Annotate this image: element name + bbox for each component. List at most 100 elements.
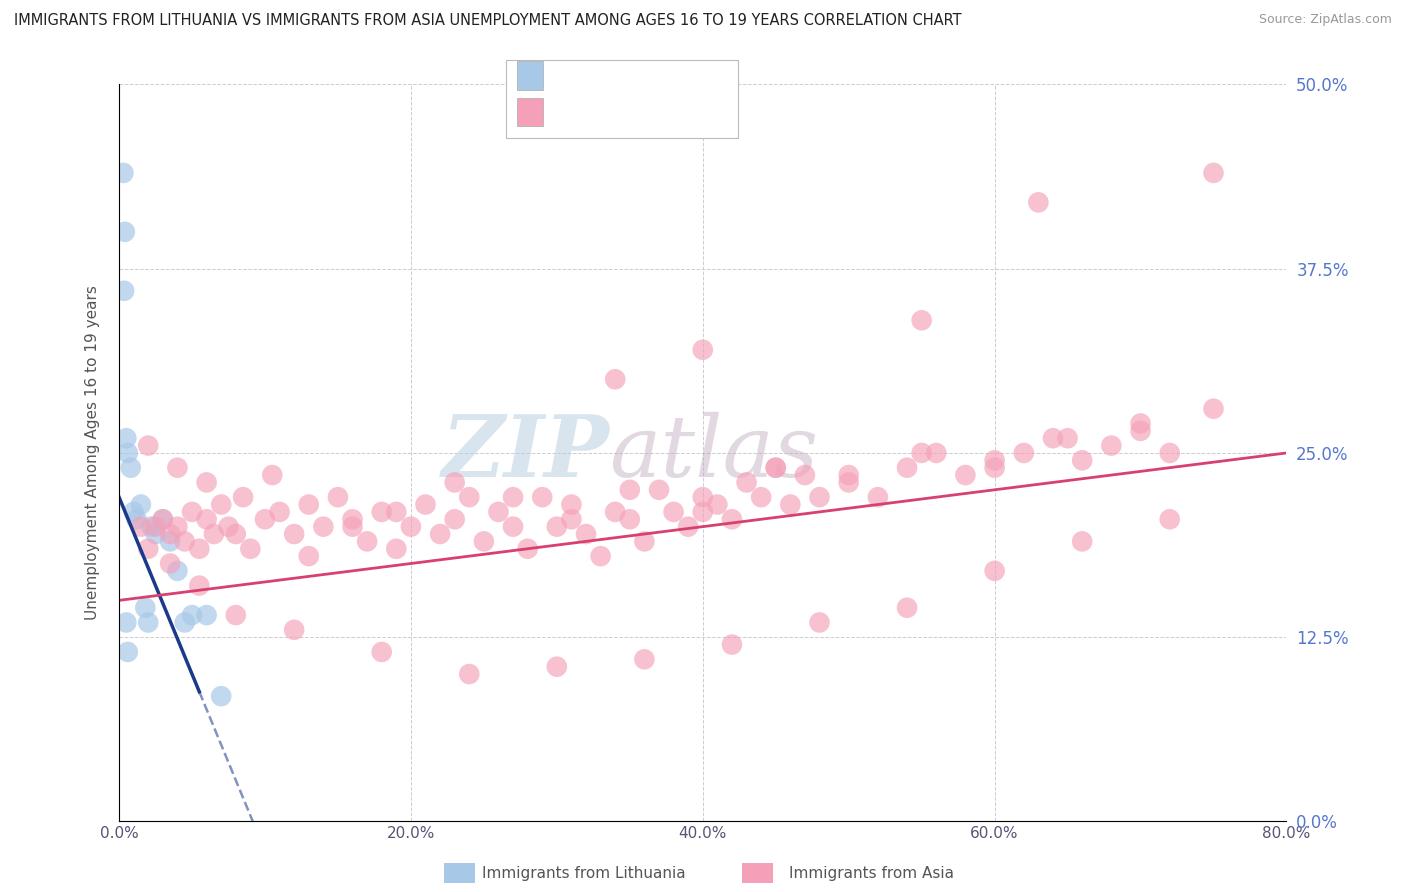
Point <box>546 519 568 533</box>
Point <box>115 615 138 630</box>
Point <box>232 490 254 504</box>
Point <box>779 498 801 512</box>
Text: R = -0.317   N =   22: R = -0.317 N = 22 <box>553 68 735 83</box>
Point <box>129 498 152 512</box>
Point <box>136 439 159 453</box>
Point <box>793 468 815 483</box>
Point <box>633 652 655 666</box>
Point <box>502 490 524 504</box>
Point <box>112 284 135 298</box>
Point <box>159 534 181 549</box>
Point <box>619 483 641 497</box>
Point <box>166 564 188 578</box>
Y-axis label: Unemployment Among Ages 16 to 19 years: Unemployment Among Ages 16 to 19 years <box>86 285 100 621</box>
Point <box>1099 439 1122 453</box>
Point <box>120 460 142 475</box>
Point <box>1071 534 1094 549</box>
Point <box>152 512 174 526</box>
Text: atlas: atlas <box>609 411 818 494</box>
Point <box>838 475 860 490</box>
Point <box>1071 453 1094 467</box>
Point <box>152 512 174 526</box>
Point <box>648 483 671 497</box>
Point <box>1159 512 1181 526</box>
Point <box>560 498 582 512</box>
Point <box>195 512 218 526</box>
Point <box>326 490 349 504</box>
Point <box>838 468 860 483</box>
Point <box>225 608 247 623</box>
Point <box>356 534 378 549</box>
Point <box>166 519 188 533</box>
Point <box>188 541 211 556</box>
Point <box>605 372 627 386</box>
Point <box>134 600 156 615</box>
Point <box>415 498 437 512</box>
Text: Immigrants from Lithuania: Immigrants from Lithuania <box>482 866 685 881</box>
Point <box>735 475 758 490</box>
Point <box>159 527 181 541</box>
Point <box>955 468 977 483</box>
Point <box>575 527 598 541</box>
Point <box>298 498 321 512</box>
Point <box>1042 431 1064 445</box>
Point <box>385 505 408 519</box>
Point <box>896 600 918 615</box>
Point <box>283 527 305 541</box>
Point <box>896 460 918 475</box>
Point <box>983 453 1005 467</box>
Point <box>342 512 364 526</box>
Point <box>385 541 408 556</box>
Point <box>808 490 831 504</box>
Point <box>1012 446 1035 460</box>
Point <box>145 519 167 533</box>
Point <box>370 645 392 659</box>
Point <box>112 166 135 180</box>
Point <box>312 519 335 533</box>
Text: Immigrants from Asia: Immigrants from Asia <box>789 866 955 881</box>
Point <box>605 505 627 519</box>
Point <box>765 460 787 475</box>
Point <box>692 505 714 519</box>
Point <box>560 512 582 526</box>
Point <box>115 431 138 445</box>
Point <box>218 519 240 533</box>
Point <box>721 638 744 652</box>
Point <box>808 615 831 630</box>
Point <box>692 343 714 357</box>
Point <box>195 608 218 623</box>
Point <box>370 505 392 519</box>
Point <box>925 446 948 460</box>
Point <box>136 615 159 630</box>
Point <box>117 645 139 659</box>
Point <box>911 313 934 327</box>
Point <box>262 468 284 483</box>
Point <box>488 505 510 519</box>
Point <box>1129 424 1152 438</box>
Point <box>531 490 554 504</box>
Point <box>188 579 211 593</box>
Point <box>429 527 451 541</box>
Point <box>516 541 538 556</box>
Point <box>1056 431 1078 445</box>
Point <box>443 512 465 526</box>
Point <box>117 446 139 460</box>
Point <box>458 667 481 681</box>
Point <box>298 549 321 563</box>
Point <box>546 659 568 673</box>
Point <box>125 512 148 526</box>
Point <box>662 505 685 519</box>
Point <box>472 534 495 549</box>
Point <box>181 608 204 623</box>
Point <box>114 225 136 239</box>
Point <box>253 512 276 526</box>
Point <box>239 541 262 556</box>
Point <box>269 505 291 519</box>
Point <box>983 460 1005 475</box>
Text: ZIP: ZIP <box>441 411 609 495</box>
Point <box>619 512 641 526</box>
Point <box>983 564 1005 578</box>
Point <box>1028 195 1050 210</box>
Point <box>145 527 167 541</box>
Point <box>1129 417 1152 431</box>
